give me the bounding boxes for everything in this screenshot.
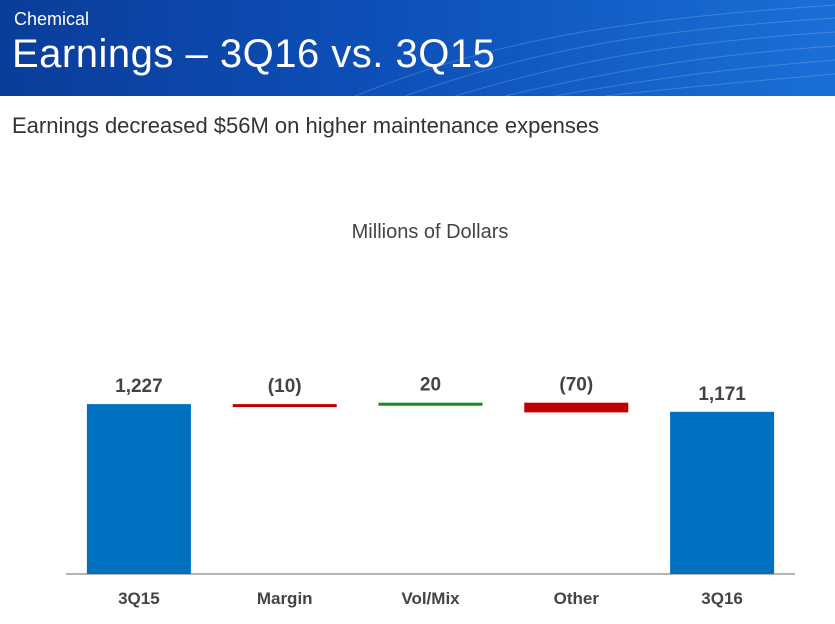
data-label-other: (70) [559, 375, 593, 396]
chart-area: Millions of Dollars 1,227 3Q15 (10) Margin 2… [0, 200, 835, 619]
bar-vol-mix [378, 402, 483, 406]
section-label: Chemical [14, 9, 90, 29]
data-label-3q15: 1,227 [115, 376, 163, 397]
header-decoration [354, 4, 835, 96]
header-banner: Chemical Earnings – 3Q16 vs. 3Q15 [0, 0, 835, 96]
x-tick-label-vol-mix: Vol/Mix [401, 589, 460, 608]
slide-subtitle: Earnings decreased $56M on higher mainte… [12, 113, 600, 138]
data-label-vol-mix: 20 [420, 375, 441, 396]
x-tick-label-3q15: 3Q15 [118, 589, 160, 608]
bar-3q15 [86, 404, 191, 574]
waterfall-chart: Millions of Dollars 1,227 3Q15 (10) Margin 2… [66, 221, 795, 608]
bar-3q16 [670, 411, 775, 574]
chart-title: Millions of Dollars [352, 221, 509, 243]
bar-other [524, 402, 629, 413]
page-title: Earnings – 3Q16 vs. 3Q15 [12, 32, 496, 76]
x-tick-label-margin: Margin [257, 589, 313, 608]
bar-margin [232, 404, 337, 408]
data-label-margin: (10) [268, 376, 302, 397]
x-tick-label-3q16: 3Q16 [701, 589, 743, 608]
data-label-3q16: 1,171 [698, 384, 746, 405]
x-tick-label-other: Other [554, 589, 600, 608]
